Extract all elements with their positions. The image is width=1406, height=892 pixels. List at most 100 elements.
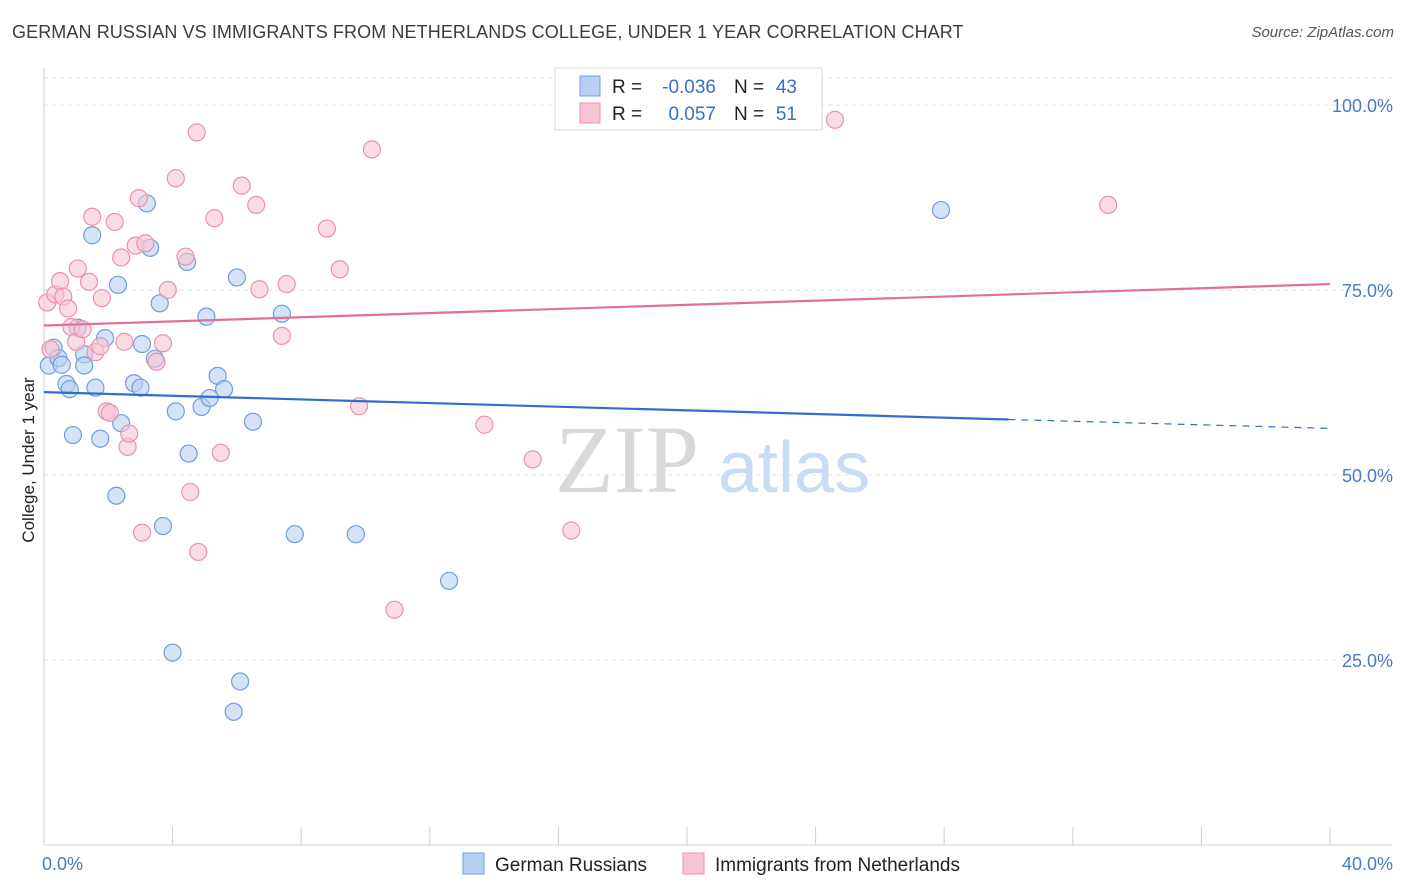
point-netherlands-35 bbox=[211, 443, 230, 462]
point-netherlands-3 bbox=[50, 272, 70, 291]
x-tick-label-1: 40.0% bbox=[1342, 854, 1393, 874]
point-german-russians-37 bbox=[243, 412, 263, 431]
point-netherlands-26 bbox=[147, 352, 166, 371]
point-netherlands-13 bbox=[91, 337, 110, 356]
point-netherlands-21 bbox=[120, 424, 139, 443]
point-netherlands-46 bbox=[475, 415, 494, 434]
point-german-russians-18 bbox=[131, 378, 150, 397]
source-credit: Source: ZipAtlas.com bbox=[1251, 24, 1394, 41]
point-netherlands-33 bbox=[189, 542, 208, 562]
point-netherlands-30 bbox=[176, 247, 195, 266]
trend-lines bbox=[43, 282, 1331, 429]
point-german-russians-15 bbox=[108, 275, 128, 294]
legend-swatch-pink bbox=[579, 102, 601, 124]
point-netherlands-14 bbox=[92, 289, 111, 308]
legend-n-value-2: 51 bbox=[776, 104, 797, 125]
point-netherlands-18 bbox=[112, 248, 131, 267]
point-netherlands-34 bbox=[205, 209, 224, 228]
point-netherlands-23 bbox=[129, 189, 148, 208]
point-german-russians-9 bbox=[75, 356, 94, 375]
point-german-russians-39 bbox=[285, 525, 304, 544]
axes bbox=[43, 68, 1392, 846]
legend-n-label-1: N = bbox=[734, 77, 764, 98]
x-tick-label-0: 0.0% bbox=[42, 854, 83, 874]
point-german-russians-35 bbox=[227, 268, 246, 287]
point-netherlands-10 bbox=[79, 272, 99, 291]
legend-n-label-2: N = bbox=[734, 104, 764, 125]
point-german-russians-38 bbox=[272, 304, 292, 323]
point-netherlands-40 bbox=[277, 274, 296, 294]
y-axis-label: College, Under 1 year bbox=[19, 377, 38, 543]
point-german-russians-19 bbox=[132, 334, 152, 354]
y-tick-label-3: 100.0% bbox=[1332, 96, 1393, 116]
point-netherlands-32 bbox=[187, 123, 206, 142]
point-german-russians-33 bbox=[214, 380, 234, 399]
point-netherlands-8 bbox=[68, 259, 87, 278]
legend-r-value-1: -0.036 bbox=[662, 77, 716, 98]
watermark-zip: ZIP bbox=[555, 406, 699, 513]
y-tick-label-0: 25.0% bbox=[1342, 651, 1393, 671]
series-netherlands-points bbox=[38, 110, 1118, 619]
legend-r-label-2: R = bbox=[612, 104, 642, 125]
point-netherlands-42 bbox=[330, 260, 349, 279]
point-netherlands-5 bbox=[59, 299, 78, 318]
point-german-russians-42 bbox=[931, 200, 951, 220]
point-netherlands-50 bbox=[1099, 195, 1118, 214]
point-netherlands-48 bbox=[562, 521, 581, 540]
point-german-russians-26 bbox=[166, 402, 185, 421]
legend-r-label-1: R = bbox=[612, 77, 642, 98]
point-german-russians-40 bbox=[346, 525, 365, 544]
watermark-atlas: atlas bbox=[718, 428, 870, 508]
point-netherlands-11 bbox=[83, 207, 102, 226]
point-netherlands-19 bbox=[115, 332, 134, 351]
trend-line-german-russians bbox=[43, 391, 1009, 421]
point-german-russians-6 bbox=[63, 425, 83, 445]
watermark: ZIP atlas bbox=[555, 406, 870, 513]
point-german-russians-30 bbox=[197, 307, 216, 326]
legend-swatch-blue bbox=[579, 75, 601, 97]
bottom-legend-swatch-blue bbox=[462, 852, 485, 875]
point-netherlands-31 bbox=[181, 482, 200, 502]
trend-line-netherlands bbox=[43, 282, 1331, 327]
point-german-russians-36 bbox=[231, 672, 250, 691]
point-netherlands-44 bbox=[362, 140, 382, 159]
point-netherlands-16 bbox=[100, 403, 120, 422]
point-german-russians-23 bbox=[150, 294, 169, 313]
trend-line-german-russians-extrapolated bbox=[1008, 418, 1331, 429]
bottom-legend-label-1: German Russians bbox=[495, 855, 647, 876]
legend-n-value-1: 43 bbox=[776, 77, 797, 98]
y-tick-label-1: 50.0% bbox=[1342, 466, 1393, 486]
point-netherlands-39 bbox=[272, 326, 292, 345]
point-german-russians-41 bbox=[439, 571, 459, 590]
point-netherlands-28 bbox=[158, 280, 177, 300]
point-german-russians-10 bbox=[83, 226, 102, 245]
point-german-russians-12 bbox=[91, 429, 110, 448]
stats-legend: R = -0.036 N = 43 R = 0.057 N = 51 bbox=[554, 67, 823, 131]
point-german-russians-5 bbox=[60, 380, 79, 399]
bottom-legend-label-2: Immigrants from Netherlands bbox=[715, 855, 960, 876]
point-netherlands-49 bbox=[825, 110, 844, 129]
point-netherlands-1 bbox=[41, 340, 60, 359]
point-german-russians-3 bbox=[52, 355, 71, 374]
point-german-russians-24 bbox=[153, 516, 173, 536]
point-netherlands-38 bbox=[250, 280, 269, 299]
y-tick-label-2: 75.0% bbox=[1342, 281, 1393, 301]
point-netherlands-45 bbox=[385, 600, 404, 619]
point-netherlands-24 bbox=[132, 523, 152, 542]
point-netherlands-27 bbox=[153, 334, 173, 353]
point-netherlands-17 bbox=[105, 212, 124, 232]
point-netherlands-37 bbox=[247, 195, 266, 214]
point-german-russians-28 bbox=[179, 444, 198, 463]
legend-r-value-2: 0.057 bbox=[668, 104, 716, 125]
point-netherlands-41 bbox=[317, 219, 337, 238]
point-netherlands-25 bbox=[136, 234, 155, 253]
point-german-russians-25 bbox=[163, 643, 182, 662]
point-netherlands-36 bbox=[232, 176, 251, 195]
point-netherlands-29 bbox=[166, 169, 185, 188]
gridlines bbox=[44, 77, 1392, 661]
chart-title: GERMAN RUSSIAN VS IMMIGRANTS FROM NETHER… bbox=[12, 22, 964, 42]
point-netherlands-47 bbox=[523, 450, 542, 469]
point-german-russians-11 bbox=[86, 378, 105, 397]
bottom-legend-swatch-pink bbox=[682, 852, 705, 875]
